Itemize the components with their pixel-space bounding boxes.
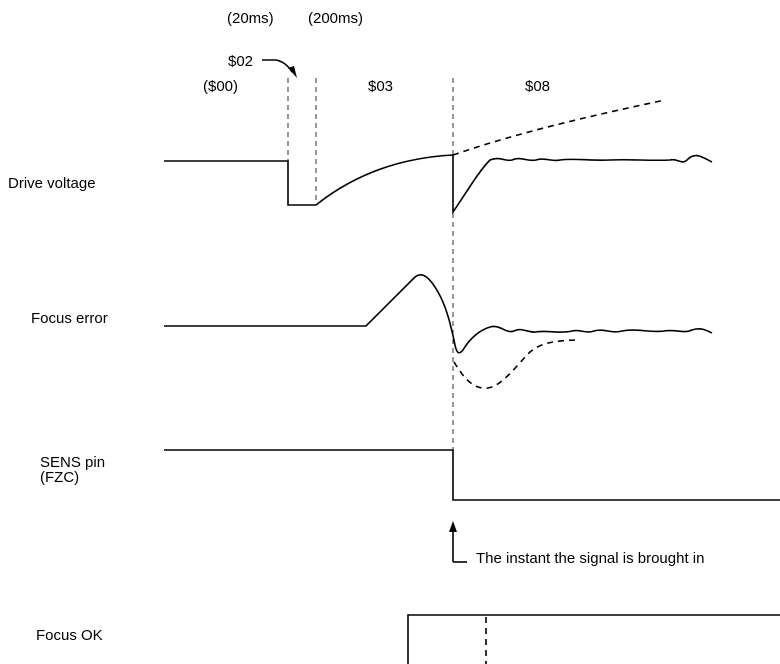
phase-label-00: ($00) — [203, 78, 238, 95]
focus-error-dashed-response — [453, 339, 576, 389]
label-sens-pin: SENS pin — [40, 454, 105, 471]
phase-time-20ms: (20ms) — [227, 10, 274, 27]
annotation-arrowhead — [449, 521, 457, 532]
phase-label-02: $02 — [228, 53, 253, 70]
label-fzc: (FZC) — [40, 469, 79, 486]
phase-02-pointer — [262, 59, 293, 73]
label-drive-voltage: Drive voltage — [8, 175, 96, 192]
phase-time-200ms: (200ms) — [308, 10, 363, 27]
phase-label-03: $03 — [368, 78, 393, 95]
focus-ok-waveform — [407, 614, 780, 664]
phase-02-arrowhead — [288, 66, 297, 78]
annotation-text: The instant the signal is brought in — [476, 550, 704, 567]
label-focus-error: Focus error — [31, 310, 108, 327]
focus-error-waveform — [164, 274, 713, 354]
phase-label-08: $08 — [525, 78, 550, 95]
drive-voltage-waveform — [164, 154, 713, 215]
label-focus-ok: Focus OK — [36, 627, 103, 644]
drive-voltage-extrapolation — [452, 99, 666, 156]
sens-pin-waveform — [164, 449, 780, 501]
